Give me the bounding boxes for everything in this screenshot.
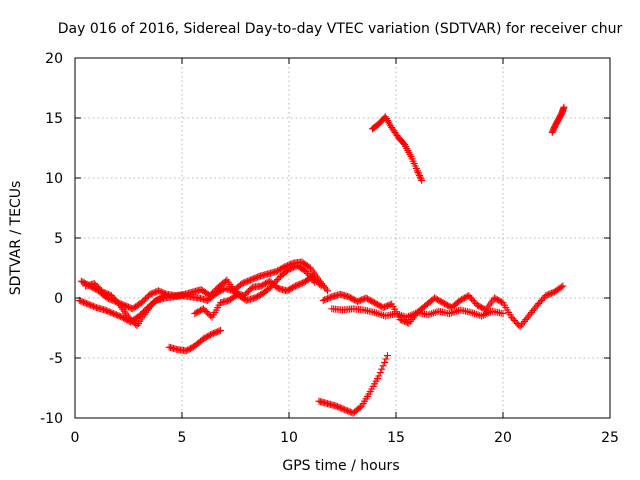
data-point-marker [381,358,389,366]
series-sat-f [319,282,567,331]
data-point-marker [446,310,453,318]
data-point-marker [453,307,461,315]
data-point-marker [417,175,425,183]
series-sat-g [328,305,507,321]
data-point-marker [371,308,379,316]
data-point-marker [378,311,386,319]
data-point-marker [316,280,324,288]
data-point-marker [375,372,383,380]
grid-lines [75,58,610,418]
y-tick-label: 20 [45,51,63,67]
data-point-marker [415,170,423,178]
data-point-marker [376,310,384,318]
data-point-marker [324,287,332,295]
data-point-marker [424,311,432,319]
data-point-marker [426,310,434,318]
data-point-marker [157,294,165,302]
data-point-marker [376,369,384,377]
x-tick-label: 25 [601,430,619,446]
data-point-marker [481,310,489,318]
data-point-marker [559,282,567,290]
y-axis-label: SDTVAR / TECUs [8,181,24,296]
data-point-marker [499,310,507,318]
data-point-marker [115,300,123,308]
series-sat-e [191,262,319,321]
x-tick-label: 0 [71,430,80,446]
data-point-marker [449,308,457,316]
axis-ticks: 0 5 10 15 20 25 -10 -5 0 5 10 15 20 [40,51,619,446]
data-point-marker [159,293,167,301]
y-tick-label: 0 [54,291,63,307]
data-point-marker [451,308,459,316]
data-point-marker [560,103,568,111]
data-point-marker [374,310,382,318]
x-tick-label: 5 [178,430,187,446]
data-point-marker [416,173,424,181]
data-point-marker [428,310,436,318]
data-point-marker [356,403,364,411]
data-point-marker [311,278,319,286]
data-point-marker [429,309,437,317]
series-sat-j [548,103,568,136]
x-tick-label: 20 [494,430,512,446]
data-point-marker [383,352,391,360]
x-tick-label: 10 [280,430,298,446]
data-point-marker [416,172,424,180]
data-point-marker [372,309,380,317]
y-tick-label: 5 [54,231,63,247]
data-point-marker [406,312,414,320]
data-point-marker [215,327,223,335]
data-point-marker [431,308,439,316]
data-point-marker [469,309,477,317]
series-sat-h [315,352,391,417]
chart-title: Day 016 of 2016, Sidereal Day-to-day VTE… [58,21,623,37]
data-points [75,103,568,417]
x-tick-label: 15 [387,430,405,446]
data-point-marker [472,310,480,318]
data-point-marker [392,310,400,318]
data-point-marker [217,326,225,334]
data-point-marker [413,167,421,175]
y-tick-label: -10 [40,411,63,427]
data-point-marker [382,355,390,363]
y-tick-label: 10 [45,171,63,187]
data-point-marker [379,362,387,370]
data-point-marker [396,311,404,319]
data-point-marker [470,310,478,318]
data-point-marker [557,283,565,291]
data-point-marker [317,282,325,290]
data-point-marker [467,308,475,316]
series-sat-c [82,280,167,330]
series-sat-i [368,113,426,184]
data-point-marker [378,365,386,373]
series-sat-b [77,272,325,313]
data-point-marker [418,176,426,184]
y-tick-label: 15 [45,111,63,127]
x-axis-label: GPS time / hours [282,458,399,474]
y-tick-label: -5 [49,351,63,367]
data-point-marker [414,168,422,176]
data-point-marker [447,309,455,317]
series-sat-d [165,326,225,355]
